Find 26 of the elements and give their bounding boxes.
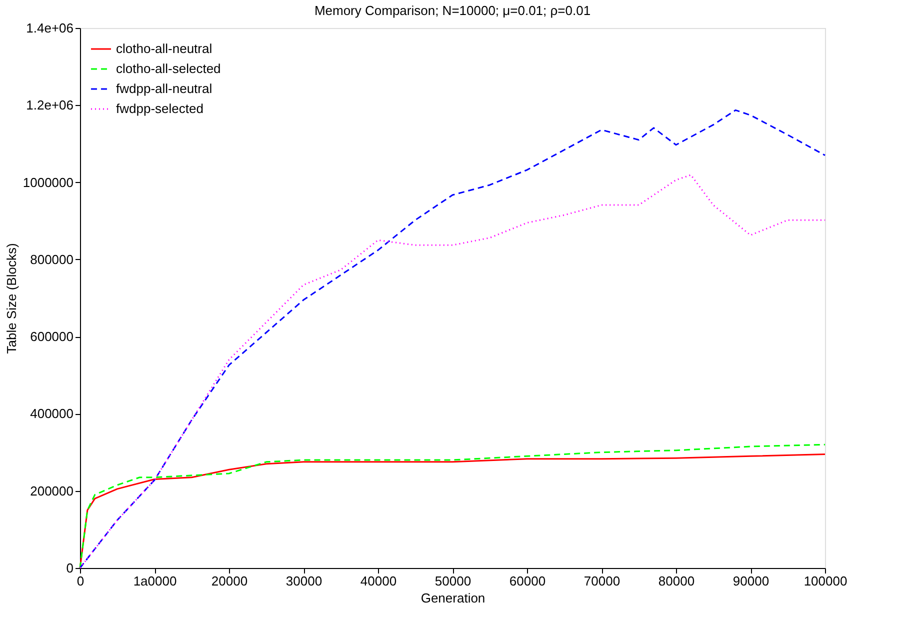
x-axis-title: Generation [420, 590, 486, 606]
y-tick-label: 600000 [30, 329, 74, 344]
x-tick-label: 50000 [434, 574, 472, 588]
legend-label: clotho-all-neutral [116, 41, 212, 56]
legend-label: clotho-all-selected [116, 61, 221, 76]
legend-label: fwdpp-all-neutral [116, 81, 212, 96]
x-tick-label: 70000 [584, 574, 620, 588]
x-tick-label: 30000 [286, 574, 322, 588]
x-tick-label: 90000 [732, 574, 770, 588]
y-tick-label: 1.4e+06 [26, 20, 74, 36]
y-tick-label: 200000 [30, 483, 74, 498]
x-tick-label: 40000 [360, 574, 397, 588]
y-tick-label: 400000 [30, 406, 74, 422]
x-tick-label: 60000 [509, 574, 546, 588]
y-axis-title: Table Size (Blocks) [4, 243, 19, 354]
x-tick-label: 100000 [804, 574, 848, 588]
y-tick-label: 1000000 [22, 174, 74, 190]
y-tick-label: 0 [66, 560, 74, 576]
chart-title: Memory Comparison; N=10000; μ=0.01; ρ=0.01 [314, 3, 591, 18]
x-tick-label: 80000 [658, 574, 695, 588]
legend-label: fwdpp-selected [116, 101, 204, 116]
x-tick-label: 1a0000 [133, 574, 177, 588]
y-tick-label: 1.2e+06 [26, 98, 74, 113]
x-tick-label: 20000 [211, 574, 248, 588]
x-tick-label: 0 [76, 574, 84, 588]
y-tick-label: 800000 [30, 252, 74, 267]
